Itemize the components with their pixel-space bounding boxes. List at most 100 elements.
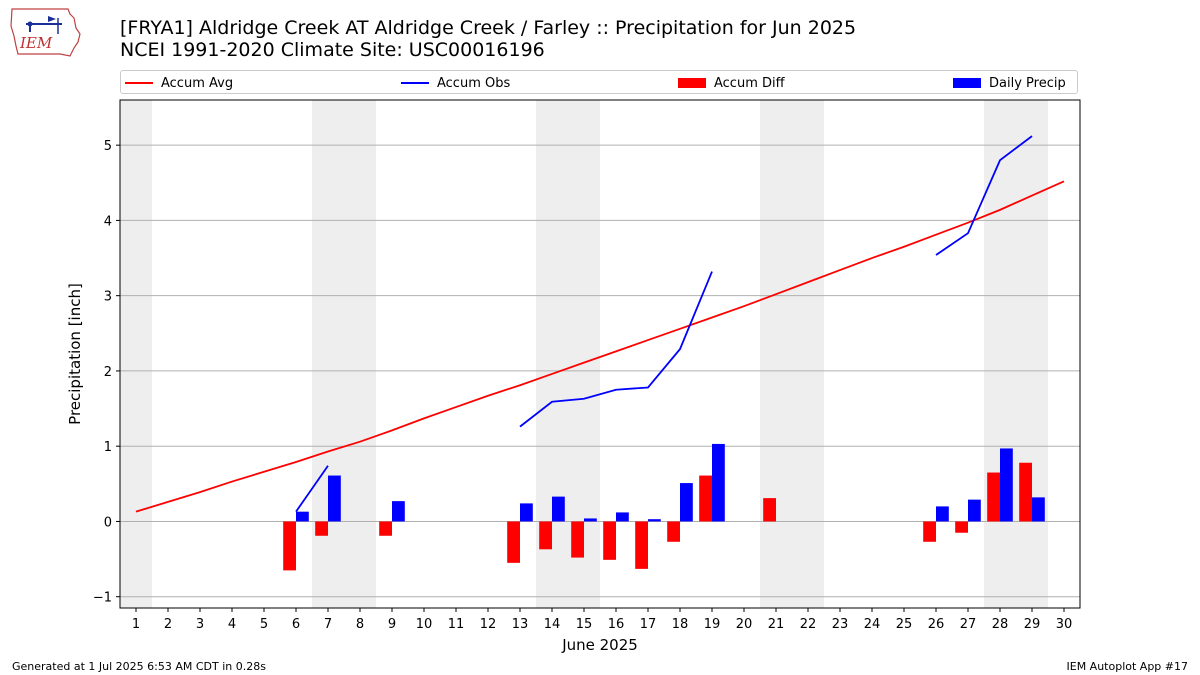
x-tick-label-21: 21 [768, 617, 785, 632]
chart-title: [FRYA1] Aldridge Creek AT Aldridge Creek… [120, 17, 857, 39]
x-tick-label-23: 23 [832, 617, 849, 632]
legend-item-daily-precip: Daily Precip [953, 74, 1066, 92]
y-tick-label-4: 4 [104, 214, 112, 229]
daily-precip-bar-day-17 [648, 519, 661, 522]
accum-diff-bar-day-13 [507, 521, 520, 563]
x-tick-label-7: 7 [324, 617, 332, 632]
x-tick-label-18: 18 [672, 617, 689, 632]
legend-item-accum-avg: Accum Avg [125, 74, 233, 92]
x-tick-label-22: 22 [800, 617, 817, 632]
bars [283, 443, 1045, 571]
x-axis-label: June 2025 [561, 636, 638, 654]
daily-precip-bar-day-13 [520, 503, 533, 522]
accum-diff-bar-day-16 [603, 521, 616, 560]
accum-diff-bar-day-19 [699, 475, 712, 522]
daily-precip-bar-day-7 [328, 475, 341, 522]
accum-diff-bar-day-6 [283, 521, 296, 571]
x-tick-label-20: 20 [736, 617, 753, 632]
daily-precip-bar-day-6 [296, 511, 309, 522]
x-tick-label-11: 11 [448, 617, 465, 632]
accum-diff-bar-day-27 [955, 521, 968, 533]
daily-precip-bar-day-15 [584, 518, 597, 522]
legend-label-daily-precip: Daily Precip [989, 75, 1066, 91]
x-tick-label-29: 29 [1024, 617, 1041, 632]
x-tick-label-26: 26 [928, 617, 945, 632]
y-tick-label-2: 2 [104, 365, 112, 380]
x-tick-label-2: 2 [164, 617, 172, 632]
accum-avg-line [135, 180, 1065, 513]
y-tick-label-3: 3 [104, 290, 112, 305]
iem-logo: IEM [10, 8, 81, 57]
x-tick-label-5: 5 [260, 617, 268, 632]
x-tick-label-15: 15 [576, 617, 593, 632]
legend-swatch-accum-obs [401, 82, 429, 84]
legend: Accum Avg Accum Obs Accum Diff Daily Pre… [120, 70, 1078, 94]
y-tick-label--1: −1 [93, 591, 112, 606]
x-tick-label-9: 9 [388, 617, 396, 632]
accum-diff-bar-day-7 [315, 521, 328, 536]
daily-precip-bar-day-27 [968, 499, 981, 522]
x-tick-label-16: 16 [608, 617, 625, 632]
daily-precip-bar-day-19 [712, 443, 725, 522]
legend-label-accum-avg: Accum Avg [161, 75, 234, 91]
daily-precip-bar-day-26 [936, 506, 949, 522]
daily-precip-bar-day-16 [616, 512, 629, 522]
x-tick-label-30: 30 [1056, 617, 1073, 632]
y-tick-label-1: 1 [104, 440, 112, 455]
accum-diff-bar-day-29 [1019, 462, 1032, 522]
y-tick-label-0: 0 [104, 515, 112, 530]
legend-item-accum-diff: Accum Diff [678, 74, 785, 92]
x-tick-label-25: 25 [896, 617, 913, 632]
x-tick-label-24: 24 [864, 617, 881, 632]
legend-swatch-accum-avg [125, 82, 153, 84]
legend-label-accum-diff: Accum Diff [714, 75, 785, 91]
legend-swatch-accum-diff [678, 78, 706, 88]
weekend-shade-4 [984, 100, 1048, 608]
x-tick-label-27: 27 [960, 617, 977, 632]
daily-precip-bar-day-9 [392, 501, 405, 522]
x-tick-label-1: 1 [132, 617, 140, 632]
weekend-shading [120, 100, 1048, 608]
lines [135, 135, 1065, 513]
x-tick-label-14: 14 [544, 617, 561, 632]
x-tick-label-3: 3 [196, 617, 204, 632]
x-tick-label-6: 6 [292, 617, 300, 632]
y-tick-label-5: 5 [104, 139, 112, 154]
daily-precip-bar-day-28 [1000, 448, 1013, 522]
x-tick-label-8: 8 [356, 617, 364, 632]
x-tick-label-28: 28 [992, 617, 1009, 632]
accum-diff-bar-day-17 [635, 521, 648, 569]
y-axis-label: Precipitation [inch] [66, 283, 84, 425]
chart-subtitle: NCEI 1991-2020 Climate Site: USC00016196 [120, 39, 545, 61]
daily-precip-bar-day-29 [1032, 497, 1045, 522]
accum-diff-bar-day-15 [571, 521, 584, 558]
x-tick-label-4: 4 [228, 617, 236, 632]
x-tick-label-19: 19 [704, 617, 721, 632]
iem-logo-text: IEM [19, 34, 53, 52]
x-tick-label-17: 17 [640, 617, 657, 632]
accum-diff-bar-day-18 [667, 521, 680, 542]
accum-obs-line-segment-2 [935, 135, 1033, 256]
daily-precip-bar-day-14 [552, 496, 565, 522]
plot-frame [119, 99, 1081, 609]
weekend-shade-3 [760, 100, 824, 608]
accum-diff-bar-day-21 [763, 498, 776, 522]
legend-swatch-daily-precip [953, 78, 981, 88]
accum-diff-bar-day-26 [923, 521, 936, 542]
accum-diff-bar-day-14 [539, 521, 552, 550]
accum-obs-line-segment-0 [295, 465, 329, 513]
accum-obs-line-segment-1 [519, 271, 713, 428]
footer-app: IEM Autoplot App #17 [1066, 660, 1189, 673]
legend-label-accum-obs: Accum Obs [437, 75, 511, 91]
daily-precip-bar-day-18 [680, 483, 693, 522]
x-tick-label-10: 10 [416, 617, 433, 632]
accum-diff-bar-day-9 [379, 521, 392, 536]
weekend-shade-0 [120, 100, 152, 608]
x-tick-label-12: 12 [480, 617, 497, 632]
accum-diff-bar-day-28 [987, 472, 1000, 522]
grid-lines [120, 144, 1080, 598]
footer-generated: Generated at 1 Jul 2025 6:53 AM CDT in 0… [12, 660, 266, 673]
legend-item-accum-obs: Accum Obs [401, 74, 510, 92]
